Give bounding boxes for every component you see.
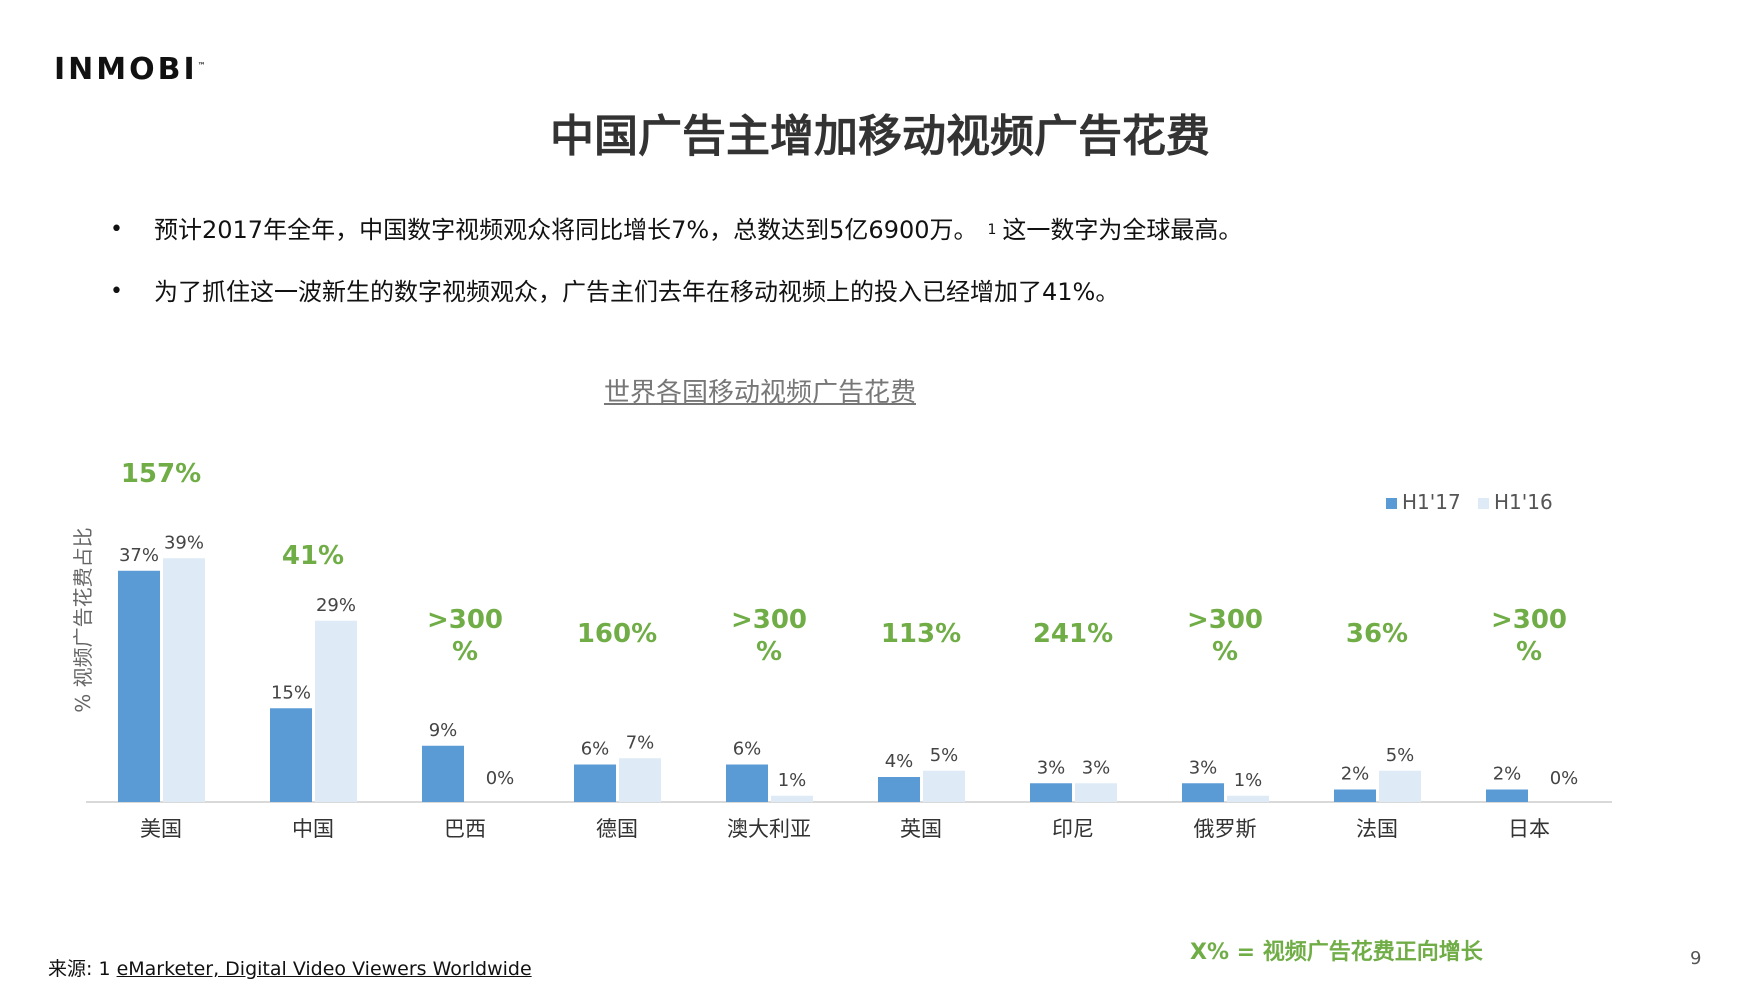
legend-swatch — [1478, 498, 1489, 509]
bar-chart: % 视频广告花费占比 37%39% 美国 157% 15% 29% 中国 41% 9% 0% 巴西 >… — [71, 459, 1612, 841]
bullet-item: • 预计2017年全年，中国数字视频观众将同比增长7%，总数达到5亿6900万。… — [110, 214, 1610, 276]
category-label: 日本 — [1508, 817, 1550, 841]
bullet-text: 为了抓住这一波新生的数字视频观众，广告主们去年在移动视频上的投入已经增加了41%… — [154, 278, 1120, 306]
bar-h1-16 — [923, 770, 965, 802]
growth-label-percent: % — [756, 637, 782, 667]
data-label: 5% — [1386, 745, 1415, 766]
growth-label: 113% — [881, 619, 961, 649]
growth-label: 160% — [577, 619, 657, 649]
bar-h1-17 — [726, 764, 768, 802]
data-label: 2% — [1493, 764, 1522, 785]
data-label: 9% — [429, 720, 458, 741]
growth-label: 36% — [1346, 619, 1408, 649]
data-label: 5% — [930, 745, 959, 766]
bar-h1-17 — [574, 764, 616, 802]
growth-label: >300 — [1187, 605, 1263, 635]
page-number: 9 — [1690, 948, 1702, 969]
growth-label: 157% — [121, 459, 201, 489]
growth-label: >300 — [427, 605, 503, 635]
bar-h1-16 — [1227, 795, 1269, 802]
footnote-ref: 1 — [987, 222, 997, 238]
footnote-prefix: 来源: 1 — [48, 958, 117, 980]
bullet-tail: 这一数字为全球最高。 — [1002, 216, 1243, 244]
bar-h1-16 — [315, 620, 357, 802]
bullet-list: • 预计2017年全年，中国数字视频观众将同比增长7%，总数达到5亿6900万。… — [110, 214, 1610, 338]
category-label: 中国 — [292, 817, 334, 841]
y-axis-label: % 视频广告花费占比 — [71, 527, 95, 712]
footnote: 来源: 1 eMarketer, Digital Video Viewers W… — [48, 954, 532, 981]
bar-h1-17 — [270, 708, 312, 802]
chart-title: 世界各国移动视频广告花费 — [603, 378, 916, 408]
bar-h1-16 — [619, 758, 661, 802]
category-label: 巴西 — [444, 817, 486, 841]
data-label: 3% — [1037, 757, 1066, 778]
bullet-text: 预计2017年全年，中国数字视频观众将同比增长7%，总数达到5亿6900万。 — [154, 216, 978, 244]
bar-h1-16 — [1075, 783, 1117, 802]
data-label: 15% — [271, 682, 311, 703]
bar-h1-16 — [771, 795, 813, 802]
data-label: 0% — [1550, 768, 1579, 789]
bar-h1-16 — [163, 558, 205, 802]
bullet-dot: • — [110, 217, 123, 242]
data-label: 2% — [1341, 764, 1370, 785]
data-label: 37% — [119, 545, 159, 566]
legend-label: H1'16 — [1494, 490, 1553, 514]
growth-label-percent: % — [1516, 637, 1542, 667]
category-label: 澳大利亚 — [727, 817, 811, 841]
bar-h1-17 — [1030, 783, 1072, 802]
growth-label-percent: % — [452, 637, 478, 667]
growth-label: 41% — [282, 541, 344, 571]
category-label: 法国 — [1356, 817, 1398, 841]
data-label: 7% — [626, 732, 655, 753]
data-label: 0% — [486, 768, 515, 789]
bullet-dot: • — [110, 279, 123, 304]
data-label: 4% — [885, 751, 914, 772]
legend-label: H1'17 — [1402, 490, 1461, 514]
page-title: 中国广告主增加移动视频广告花费 — [550, 111, 1210, 162]
growth-label: >300 — [1491, 605, 1567, 635]
data-label: 6% — [733, 739, 762, 760]
bar-h1-17 — [118, 570, 160, 802]
bar-h1-16 — [1379, 770, 1421, 802]
legend-swatch — [1386, 498, 1397, 509]
bar-h1-17 — [422, 745, 464, 802]
data-label: 29% — [316, 595, 356, 616]
category-label: 英国 — [900, 817, 942, 841]
growth-label: 241% — [1033, 619, 1113, 649]
data-label: 39% — [164, 532, 204, 553]
bar-h1-17 — [1334, 789, 1376, 802]
bar-h1-17 — [878, 777, 920, 802]
bar-h1-17 — [1182, 783, 1224, 802]
category-label: 俄罗斯 — [1194, 817, 1257, 841]
category-label: 美国 — [140, 817, 182, 841]
growth-label-percent: % — [1212, 637, 1238, 667]
bullet-item: • 为了抓住这一波新生的数字视频观众，广告主们去年在移动视频上的投入已经增加了4… — [110, 276, 1610, 338]
growth-legend-note: X% = 视频广告花费正向增长 — [1190, 940, 1483, 965]
category-label: 印尼 — [1052, 817, 1094, 841]
footnote-source: eMarketer, Digital Video Viewers Worldwi… — [116, 958, 532, 980]
data-label: 6% — [581, 739, 610, 760]
data-label: 1% — [778, 770, 807, 791]
data-label: 3% — [1189, 757, 1218, 778]
bar-h1-17 — [1486, 789, 1528, 802]
category-label: 德国 — [596, 817, 638, 841]
data-label: 1% — [1234, 770, 1263, 791]
growth-label: >300 — [731, 605, 807, 635]
data-label: 3% — [1082, 757, 1111, 778]
inmobi-logo: INMOBI™ — [54, 52, 206, 87]
